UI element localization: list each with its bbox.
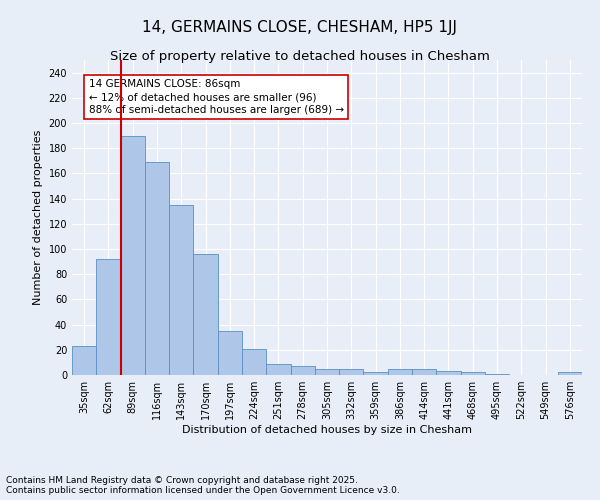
Bar — [145, 162, 169, 375]
X-axis label: Distribution of detached houses by size in Chesham: Distribution of detached houses by size … — [182, 425, 472, 435]
Bar — [315, 368, 339, 375]
Bar — [388, 368, 412, 375]
Bar — [485, 374, 509, 375]
Text: Contains HM Land Registry data © Crown copyright and database right 2025.
Contai: Contains HM Land Registry data © Crown c… — [6, 476, 400, 495]
Bar — [193, 254, 218, 375]
Bar — [242, 348, 266, 375]
Y-axis label: Number of detached properties: Number of detached properties — [33, 130, 43, 305]
Text: 14 GERMAINS CLOSE: 86sqm
← 12% of detached houses are smaller (96)
88% of semi-d: 14 GERMAINS CLOSE: 86sqm ← 12% of detach… — [89, 79, 344, 116]
Text: Size of property relative to detached houses in Chesham: Size of property relative to detached ho… — [110, 50, 490, 63]
Bar — [72, 346, 96, 375]
Bar — [266, 364, 290, 375]
Bar — [364, 372, 388, 375]
Bar — [290, 366, 315, 375]
Bar — [461, 372, 485, 375]
Bar — [339, 368, 364, 375]
Text: 14, GERMAINS CLOSE, CHESHAM, HP5 1JJ: 14, GERMAINS CLOSE, CHESHAM, HP5 1JJ — [143, 20, 458, 35]
Bar — [218, 331, 242, 375]
Bar — [121, 136, 145, 375]
Bar — [96, 259, 121, 375]
Bar — [412, 368, 436, 375]
Bar — [558, 372, 582, 375]
Bar — [436, 371, 461, 375]
Bar — [169, 205, 193, 375]
